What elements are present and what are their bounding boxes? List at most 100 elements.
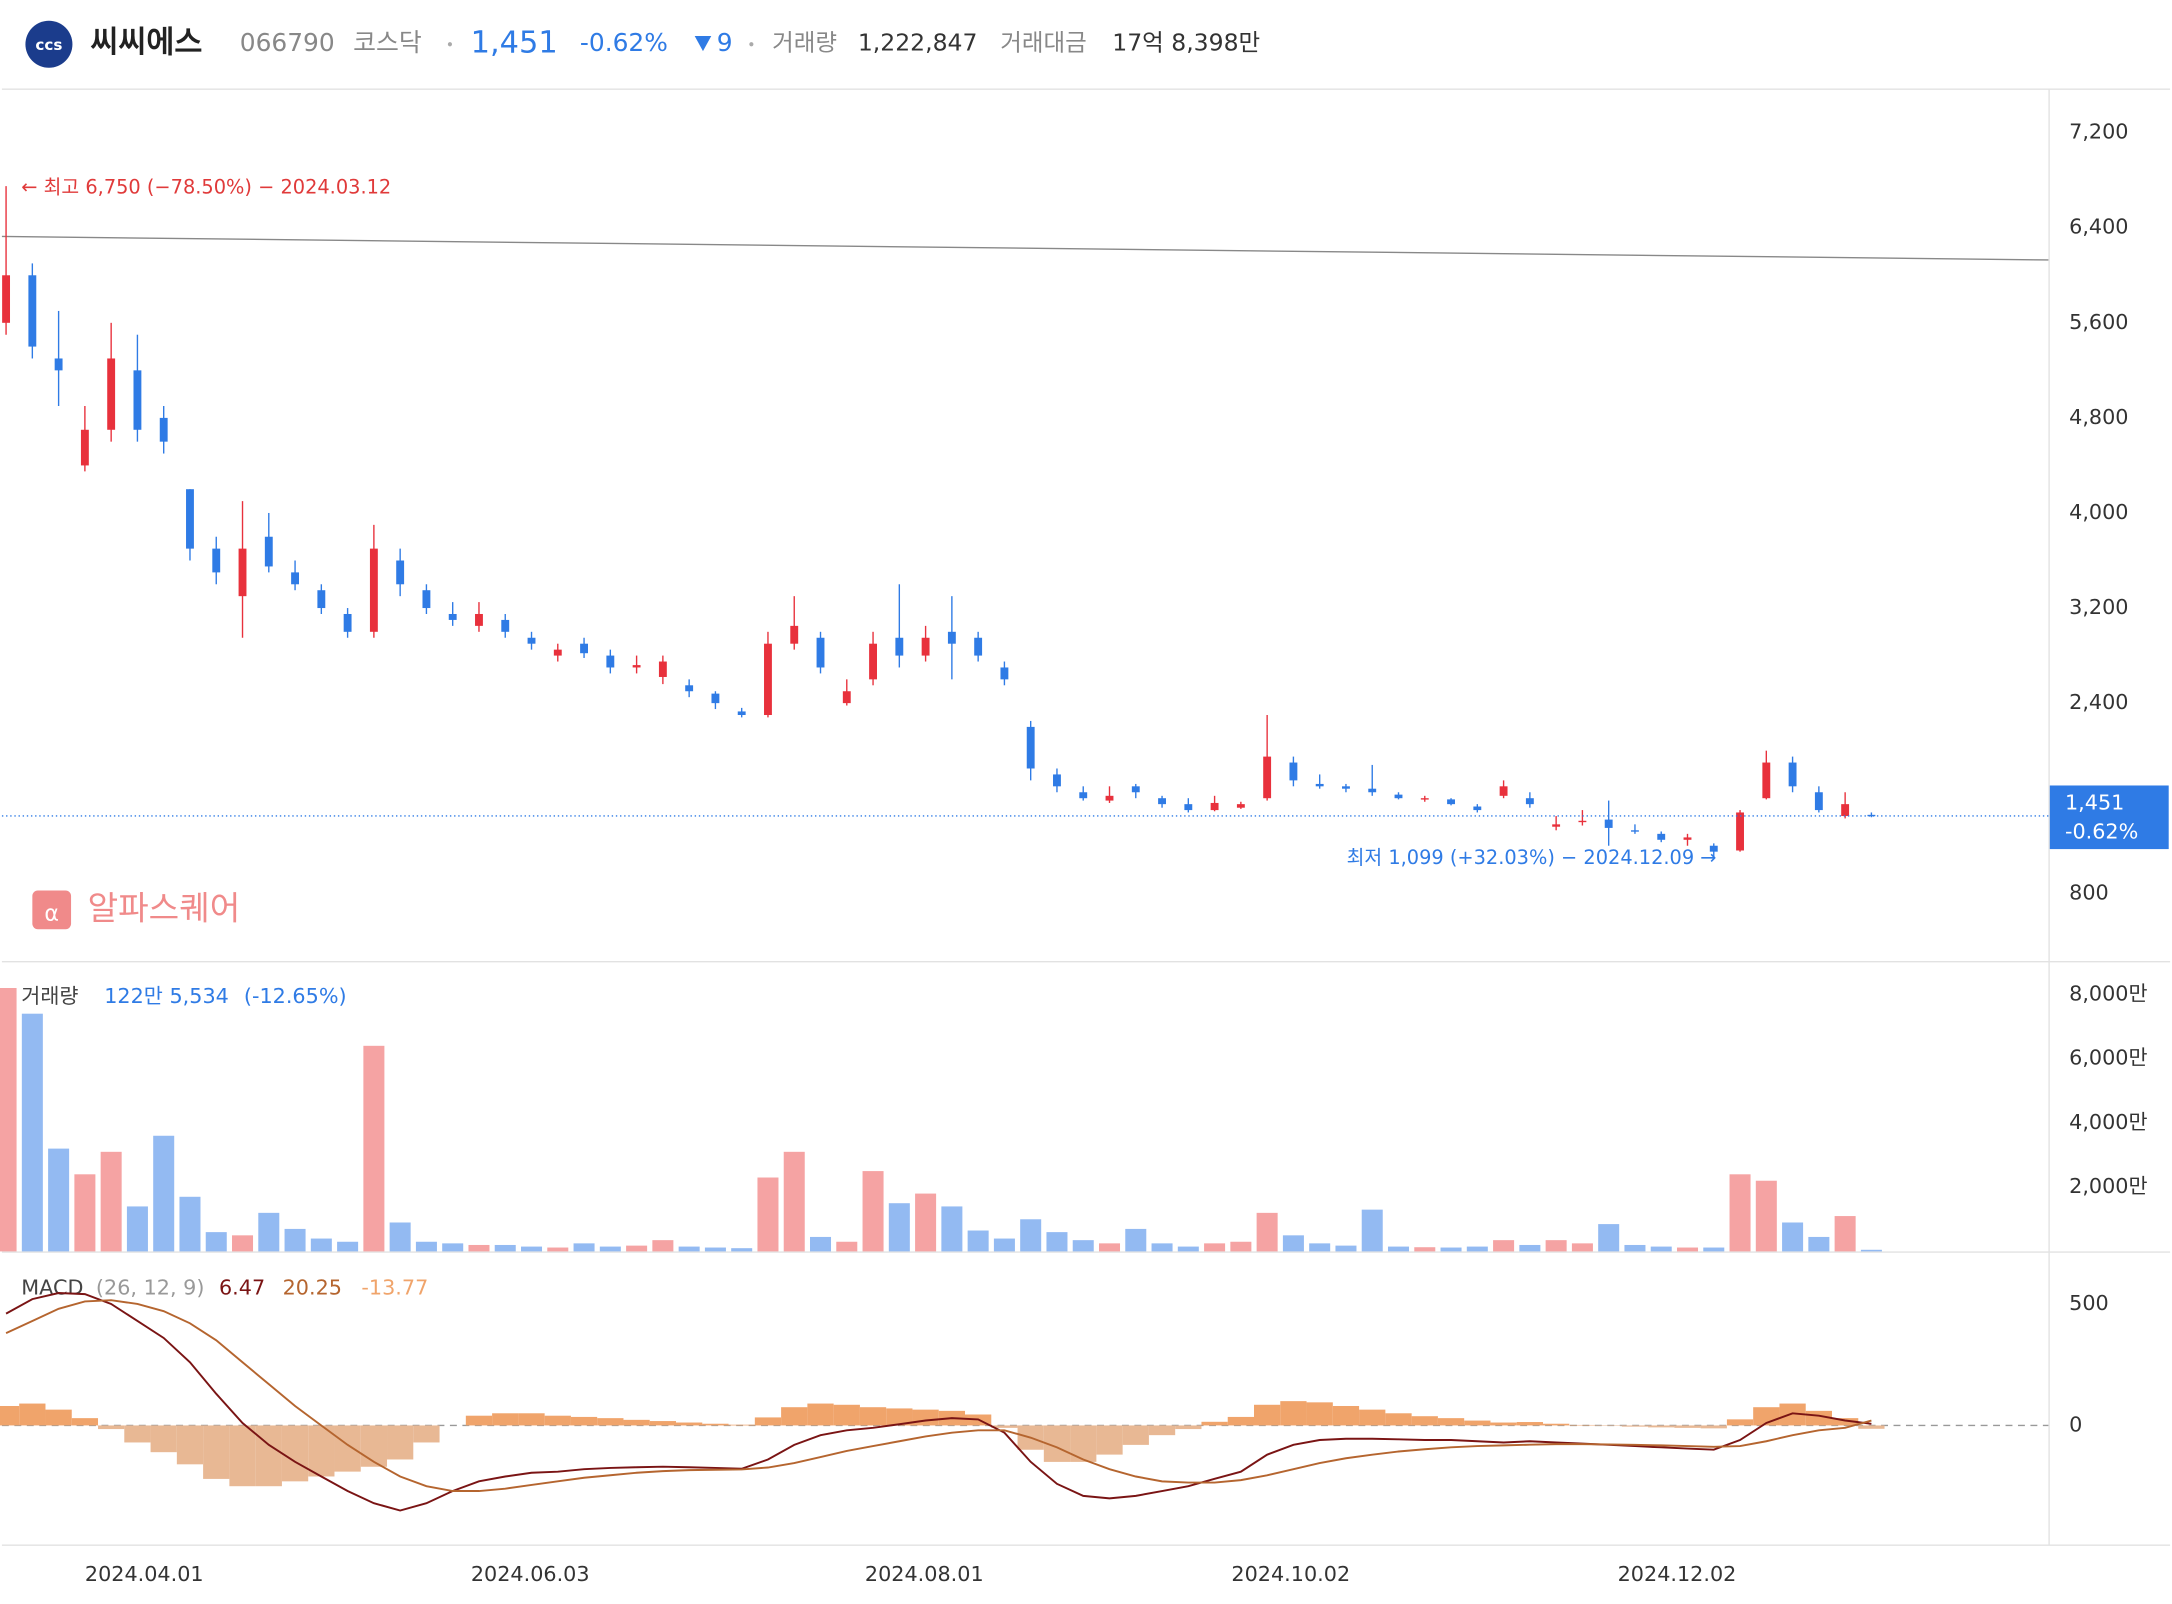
candle-body xyxy=(1263,756,1272,799)
price-tag-change: -0.62% xyxy=(2065,819,2138,843)
candle-body xyxy=(1841,804,1850,817)
candle-body xyxy=(816,637,825,668)
volume-bar xyxy=(337,1241,359,1252)
volume-bar xyxy=(1676,1247,1699,1252)
volume-bar xyxy=(810,1236,832,1252)
macd-histogram-bar xyxy=(334,1425,361,1472)
volume-bar xyxy=(836,1241,858,1252)
macd-histogram-bar xyxy=(1831,1418,1859,1426)
macd-histogram-bar xyxy=(124,1425,151,1443)
x-tick-label: 2024.10.02 xyxy=(1231,1562,1350,1586)
candle-body xyxy=(422,590,431,609)
volume-bar xyxy=(415,1241,437,1252)
volume-bar xyxy=(915,1193,937,1252)
macd-histogram-bar xyxy=(1411,1416,1438,1426)
amount-value: 17억 8,398만 xyxy=(1112,29,1260,57)
macd-histogram-bar xyxy=(991,1425,1018,1428)
candle-body xyxy=(212,548,221,573)
volume-bar xyxy=(1282,1235,1304,1252)
candle-body xyxy=(1131,786,1140,793)
volume-bar xyxy=(179,1196,201,1252)
macd-histogram-bar xyxy=(229,1425,256,1487)
stock-name: 씨씨에스 xyxy=(90,26,202,61)
candle-body xyxy=(790,625,799,644)
candle-body xyxy=(553,649,562,656)
amount-label: 거래대금 xyxy=(1000,29,1086,57)
volume-bar xyxy=(1072,1240,1094,1252)
macd-histogram-bar xyxy=(45,1409,72,1426)
volume-change: (-12.65%) xyxy=(244,984,347,1008)
macd-histogram-bar xyxy=(203,1425,230,1479)
candle-body xyxy=(317,590,326,609)
candle-body xyxy=(2,275,11,323)
macd-histogram-bar xyxy=(1648,1425,1675,1428)
volume-bar xyxy=(1755,1180,1777,1252)
change: 9 xyxy=(717,28,733,57)
candle-body xyxy=(1683,837,1692,840)
macd-histogram-bar xyxy=(1858,1425,1885,1429)
volume-bar xyxy=(1230,1241,1252,1252)
volume-bar xyxy=(1361,1209,1383,1252)
volume-bar xyxy=(1204,1243,1226,1252)
volume-bar xyxy=(1309,1243,1331,1252)
separator-dot xyxy=(447,42,453,47)
volume-tick-label: 2,000만 xyxy=(2069,1174,2147,1198)
macd-histogram-bar xyxy=(781,1407,808,1426)
macd-histogram-bar xyxy=(754,1417,782,1426)
candle-body xyxy=(1000,667,1009,680)
macd-histogram-bar xyxy=(676,1422,703,1426)
signal-line xyxy=(5,1299,1872,1492)
macd-histogram-bar xyxy=(702,1423,729,1426)
candle-body xyxy=(842,691,851,704)
candle-body xyxy=(1473,806,1482,811)
candle-body xyxy=(1053,774,1061,787)
volume-bar xyxy=(284,1228,306,1252)
candle-body xyxy=(1525,798,1534,805)
volume-bar xyxy=(599,1246,621,1252)
x-tick-label: 2024.12.02 xyxy=(1618,1562,1737,1586)
candle-body xyxy=(475,613,483,626)
candle-body xyxy=(1420,798,1429,800)
candle-body xyxy=(448,613,457,620)
macd-histogram-bar xyxy=(255,1425,282,1487)
volume-bar xyxy=(1860,1249,1882,1252)
candle-body xyxy=(1236,804,1245,808)
macd-histogram-bar xyxy=(308,1425,335,1477)
candle-body xyxy=(238,548,247,597)
macd-histogram-bar xyxy=(1175,1425,1202,1430)
macd-tick-label: 500 xyxy=(2069,1291,2109,1315)
volume-bar xyxy=(1703,1247,1725,1252)
volume-bar xyxy=(389,1222,411,1252)
macd-histogram-bar xyxy=(492,1413,519,1426)
macd-histogram-bar xyxy=(1148,1425,1176,1436)
macd-histogram-bar xyxy=(1385,1413,1412,1426)
volume-bar xyxy=(1020,1219,1042,1252)
candle-body xyxy=(1631,830,1639,832)
macd-histogram-bar xyxy=(1201,1421,1228,1426)
candle-body xyxy=(632,665,641,668)
high-annotation: ← 최고 6,750 (−78.50%) − 2024.03.12 xyxy=(21,176,391,199)
macd-title: MACD xyxy=(21,1276,83,1300)
macd-histogram-bar xyxy=(0,1405,20,1426)
volume-bar xyxy=(993,1238,1015,1252)
volume-bar xyxy=(1125,1228,1147,1252)
macd-line xyxy=(5,1292,1872,1512)
candle-body xyxy=(80,429,89,466)
macd-histogram-bar xyxy=(1122,1425,1149,1445)
volume-bar xyxy=(1046,1232,1068,1252)
candle-body xyxy=(1368,788,1377,793)
volume-bar xyxy=(1571,1243,1593,1252)
volume-bar xyxy=(783,1151,805,1252)
volume-bar xyxy=(1387,1246,1410,1252)
candle-body xyxy=(921,637,930,656)
y-tick-label: 800 xyxy=(2069,880,2109,904)
candle-body xyxy=(1158,798,1166,805)
candle-body xyxy=(1657,833,1666,840)
histogram-value: -13.77 xyxy=(361,1276,428,1300)
candle-body xyxy=(133,370,142,430)
macd-histogram-bar xyxy=(649,1421,677,1426)
candle-body xyxy=(1315,783,1324,787)
volume-title: 거래량 xyxy=(21,984,78,1008)
macd-histogram-bar xyxy=(1280,1401,1307,1426)
volume-bar xyxy=(704,1247,726,1252)
